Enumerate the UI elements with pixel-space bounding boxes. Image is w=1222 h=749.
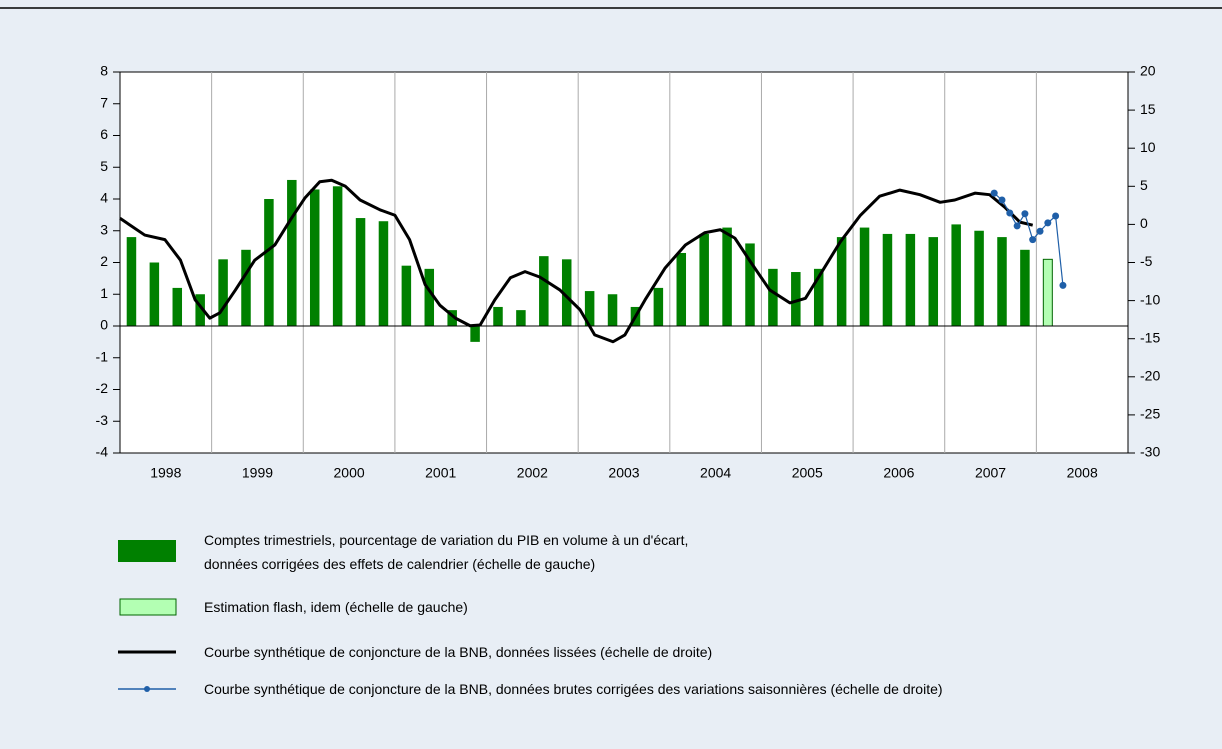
- y2-tick-label: 10: [1140, 139, 1156, 155]
- bar: [195, 294, 205, 326]
- bar: [447, 310, 457, 326]
- legend-marker: [144, 686, 150, 692]
- legend-label: Comptes trimestriels, pourcentage de var…: [204, 532, 689, 572]
- x-tick-label: 1999: [242, 465, 273, 481]
- y2-tick-label: 5: [1140, 177, 1148, 193]
- y-tick-label: -3: [96, 412, 109, 428]
- bar: [859, 227, 870, 326]
- y2-tick-label: 20: [1140, 63, 1156, 79]
- bar: [836, 237, 847, 326]
- legend-label: Courbe synthétique de conjoncture de la …: [204, 681, 943, 697]
- bar: [516, 310, 526, 326]
- bar: [768, 268, 778, 326]
- y2-tick-label: -30: [1140, 444, 1160, 460]
- marker: [1006, 209, 1014, 217]
- y-tick-label: 6: [100, 126, 108, 142]
- bar: [676, 252, 687, 326]
- bar: [470, 326, 480, 342]
- bar: [997, 237, 1007, 326]
- marker: [1029, 236, 1037, 244]
- x-tick-label: 2005: [792, 465, 823, 481]
- bar: [241, 249, 251, 326]
- bar: [126, 237, 137, 326]
- bar: [264, 199, 274, 326]
- bar: [813, 268, 824, 326]
- x-tick-label: 2007: [975, 465, 1006, 481]
- x-tick-label: 2008: [1067, 465, 1098, 481]
- x-tick-label: 1998: [150, 465, 181, 481]
- bar: [539, 256, 549, 326]
- bar: [149, 262, 160, 326]
- y2-tick-label: -25: [1140, 406, 1160, 422]
- bar: [699, 233, 709, 326]
- x-tick-label: 2001: [425, 465, 456, 481]
- y2-tick-label: -15: [1140, 329, 1160, 345]
- bar: [745, 243, 755, 326]
- bar: [584, 291, 595, 326]
- legend-swatch: [119, 598, 177, 616]
- x-tick-label: 2004: [700, 465, 731, 481]
- legend-swatch: [118, 540, 176, 562]
- bar: [332, 186, 343, 326]
- y2-tick-label: -5: [1140, 253, 1153, 269]
- legend-label: Estimation flash, idem (échelle de gauch…: [204, 599, 468, 615]
- y-tick-label: 0: [100, 317, 108, 333]
- bar: [355, 218, 366, 326]
- line: [993, 192, 1064, 286]
- marker: [1036, 227, 1044, 235]
- y-tick-label: 4: [100, 190, 108, 206]
- bar: [378, 221, 389, 326]
- x-tick-label: 2002: [517, 465, 548, 481]
- marker: [990, 189, 998, 197]
- y-tick-label: 8: [100, 63, 108, 79]
- bar: [974, 230, 984, 326]
- y2-tick-label: 15: [1140, 101, 1156, 117]
- y-tick-label: 7: [100, 94, 108, 110]
- bar: [561, 259, 572, 326]
- y2-tick-label: 0: [1140, 215, 1148, 231]
- bar: [882, 233, 893, 326]
- x-tick-label: 2006: [883, 465, 914, 481]
- marker: [1021, 210, 1029, 218]
- bar: [287, 179, 297, 326]
- bar: [493, 306, 503, 326]
- marker: [998, 196, 1006, 204]
- bar: [218, 259, 228, 326]
- bar: [424, 268, 435, 326]
- y2-tick-label: -10: [1140, 291, 1160, 307]
- bar: [951, 224, 961, 326]
- marker: [1044, 219, 1052, 227]
- line: [119, 178, 1034, 344]
- y-tick-label: 3: [100, 221, 108, 237]
- marker: [1059, 281, 1067, 289]
- bar: [905, 233, 916, 326]
- marker: [1052, 212, 1060, 220]
- x-tick-label: 2000: [334, 465, 365, 481]
- y-tick-label: 5: [100, 158, 108, 174]
- legend-label: Courbe synthétique de conjoncture de la …: [204, 644, 713, 660]
- y-tick-label: -2: [96, 380, 109, 396]
- bar: [401, 265, 412, 326]
- y-tick-label: 1: [100, 285, 108, 301]
- bar: [172, 287, 183, 326]
- y2-tick-label: -20: [1140, 368, 1160, 384]
- bar: [1042, 258, 1053, 327]
- bar: [722, 227, 732, 326]
- y-tick-label: 2: [100, 253, 108, 269]
- bar: [607, 294, 618, 326]
- y-tick-label: -4: [96, 444, 109, 460]
- bar: [1020, 249, 1030, 326]
- x-tick-label: 2003: [608, 465, 639, 481]
- bar: [309, 189, 320, 326]
- bar: [791, 272, 801, 326]
- bar: [653, 287, 664, 326]
- bar: [928, 237, 939, 326]
- marker: [1013, 222, 1021, 230]
- y-tick-label: -1: [96, 348, 109, 364]
